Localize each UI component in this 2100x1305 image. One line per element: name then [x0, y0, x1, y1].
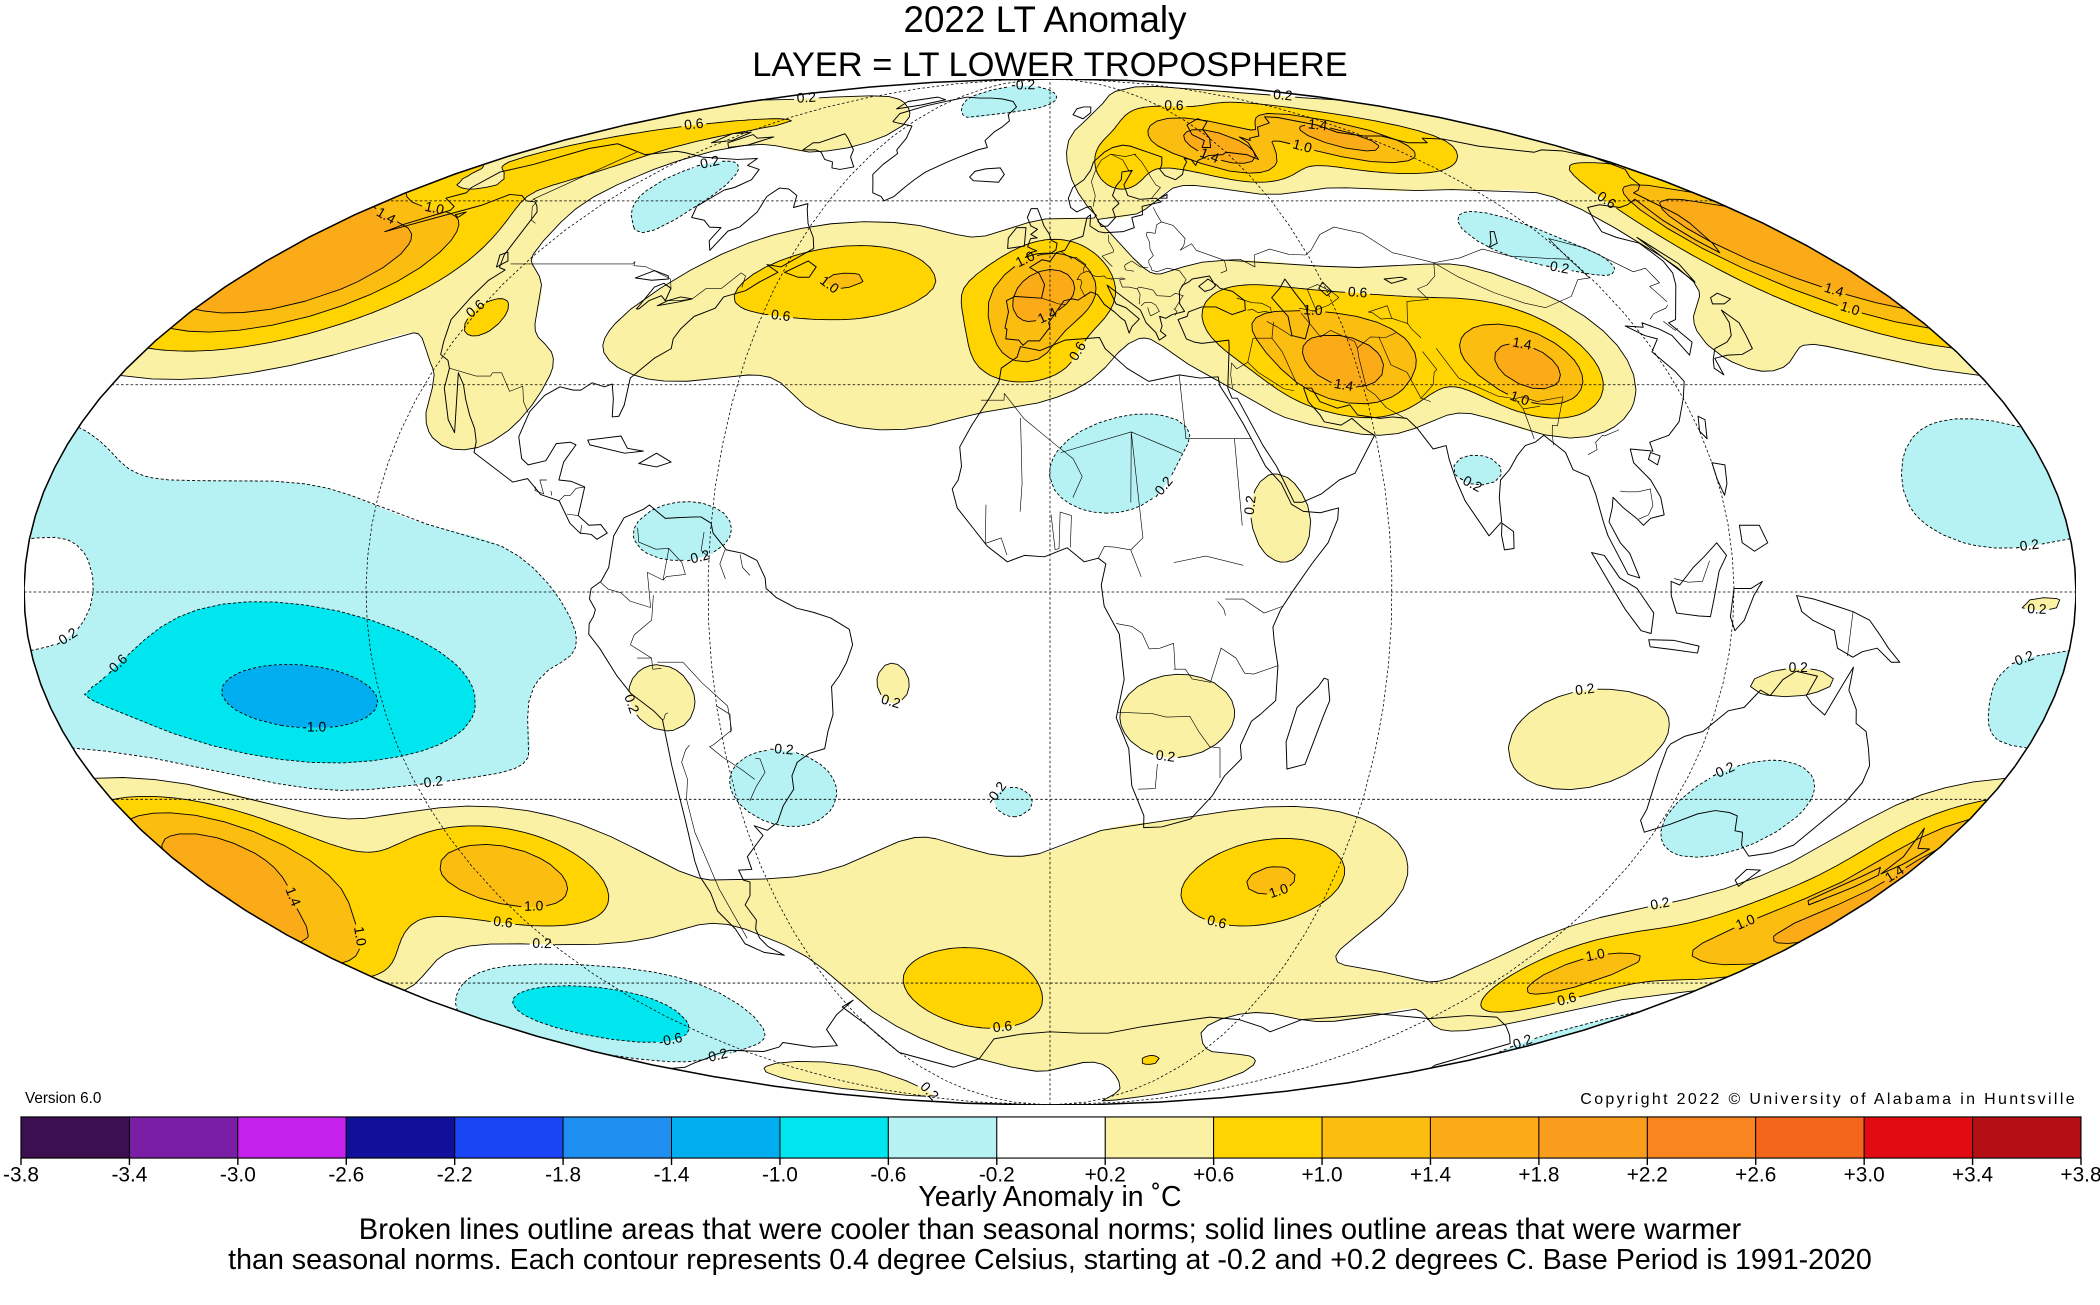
svg-text:1.0: 1.0 — [1291, 135, 1314, 156]
svg-text:-1.4: -1.4 — [654, 1163, 690, 1186]
svg-text:0.2: 0.2 — [1155, 747, 1176, 765]
svg-text:Version 6.0: Version 6.0 — [25, 1090, 101, 1107]
svg-text:1.0: 1.0 — [1584, 945, 1606, 965]
svg-text:-3.0: -3.0 — [220, 1163, 256, 1186]
svg-text:-0.2: -0.2 — [702, 1045, 729, 1066]
svg-text:Broken lines outline areas tha: Broken lines outline areas that were coo… — [359, 1214, 1742, 1246]
svg-text:0.6: 0.6 — [1555, 988, 1578, 1008]
svg-text:1.4: 1.4 — [1307, 115, 1328, 133]
svg-text:+0.2: +0.2 — [1085, 1163, 1126, 1186]
svg-text:-0.6: -0.6 — [657, 1029, 684, 1050]
svg-text:1.0: 1.0 — [351, 925, 370, 947]
svg-text:-0.2: -0.2 — [1011, 76, 1035, 92]
svg-text:0.6: 0.6 — [683, 115, 704, 133]
svg-text:1.0: 1.0 — [1013, 247, 1038, 270]
svg-text:+1.8: +1.8 — [1518, 1163, 1559, 1186]
svg-text:0.2: 0.2 — [532, 935, 552, 952]
svg-text:0.6: 0.6 — [770, 306, 791, 324]
svg-text:than seasonal norms. Each cont: than seasonal norms. Each contour repres… — [228, 1244, 1872, 1276]
svg-text:1.0: 1.0 — [423, 198, 446, 218]
svg-text:+3.0: +3.0 — [1844, 1163, 1885, 1186]
svg-text:1.4: 1.4 — [1198, 144, 1222, 166]
svg-text:+1.4: +1.4 — [1410, 1163, 1451, 1186]
svg-text:0.6: 0.6 — [493, 913, 514, 931]
svg-text:0.6: 0.6 — [1347, 283, 1368, 300]
svg-text:-0.2: -0.2 — [418, 772, 444, 791]
svg-text:-0.6: -0.6 — [870, 1163, 906, 1186]
svg-text:Yearly Anomaly in ˚C: Yearly Anomaly in ˚C — [918, 1181, 1181, 1213]
svg-text:-2.6: -2.6 — [328, 1163, 364, 1186]
svg-text:-1.8: -1.8 — [545, 1163, 581, 1186]
svg-text:0.6: 0.6 — [1164, 97, 1184, 113]
svg-text:1.0: 1.0 — [1508, 387, 1532, 409]
svg-text:+2.2: +2.2 — [1627, 1163, 1668, 1186]
svg-text:1.4: 1.4 — [282, 885, 304, 909]
svg-text:1.4: 1.4 — [1035, 304, 1060, 327]
svg-text:-3.8: -3.8 — [3, 1163, 39, 1186]
svg-text:1.0: 1.0 — [1303, 301, 1323, 318]
svg-text:+0.6: +0.6 — [1193, 1163, 1234, 1186]
svg-text:-0.2: -0.2 — [684, 546, 711, 567]
svg-text:1.0: 1.0 — [1267, 880, 1291, 901]
svg-text:1.4: 1.4 — [1333, 375, 1355, 394]
svg-text:-0.2: -0.2 — [2014, 536, 2040, 555]
svg-text:-1.0: -1.0 — [762, 1163, 798, 1186]
svg-text:0.2: 0.2 — [879, 690, 902, 711]
svg-text:-0.2: -0.2 — [2008, 647, 2036, 671]
svg-text:1.0: 1.0 — [524, 897, 544, 914]
svg-text:-0.2: -0.2 — [769, 740, 794, 758]
svg-text:LAYER = LT LOWER TROPOSPHERE: LAYER = LT LOWER TROPOSPHERE — [752, 46, 1348, 84]
svg-text:1.0: 1.0 — [1839, 297, 1862, 318]
svg-text:0.2: 0.2 — [1241, 494, 1259, 515]
svg-text:+1.0: +1.0 — [1301, 1163, 1342, 1186]
svg-text:-0.2: -0.2 — [1506, 1030, 1534, 1053]
svg-text:-2.2: -2.2 — [437, 1163, 473, 1186]
svg-text:0.2: 0.2 — [621, 692, 643, 716]
svg-text:0.6: 0.6 — [992, 1017, 1013, 1035]
svg-text:+3.4: +3.4 — [1952, 1163, 1993, 1186]
svg-text:0.2: 0.2 — [1273, 86, 1294, 104]
svg-text:1.0: 1.0 — [1733, 910, 1757, 932]
svg-text:Copyright 2022 © University of: Copyright 2022 © University of Alabama i… — [1580, 1091, 2077, 1108]
svg-text:+3.8: +3.8 — [2060, 1163, 2100, 1186]
svg-text:0.2: 0.2 — [1649, 893, 1671, 912]
svg-text:0.2: 0.2 — [1574, 680, 1596, 698]
svg-text:-3.4: -3.4 — [111, 1163, 147, 1186]
svg-text:-1.0: -1.0 — [302, 718, 326, 734]
svg-text:0.2: 0.2 — [796, 89, 816, 106]
svg-text:2022 LT Anomaly: 2022 LT Anomaly — [904, 0, 1188, 40]
svg-text:-0.2: -0.2 — [1544, 257, 1571, 277]
svg-text:-0.2: -0.2 — [979, 1163, 1015, 1186]
svg-text:0.2: 0.2 — [2027, 600, 2047, 617]
svg-text:0.6: 0.6 — [1206, 911, 1229, 931]
svg-text:0.2: 0.2 — [1789, 659, 1809, 675]
svg-text:1.4: 1.4 — [1511, 334, 1533, 353]
svg-text:1.4: 1.4 — [1823, 279, 1846, 300]
svg-text:-0.2: -0.2 — [694, 152, 721, 173]
svg-text:+2.6: +2.6 — [1735, 1163, 1776, 1186]
